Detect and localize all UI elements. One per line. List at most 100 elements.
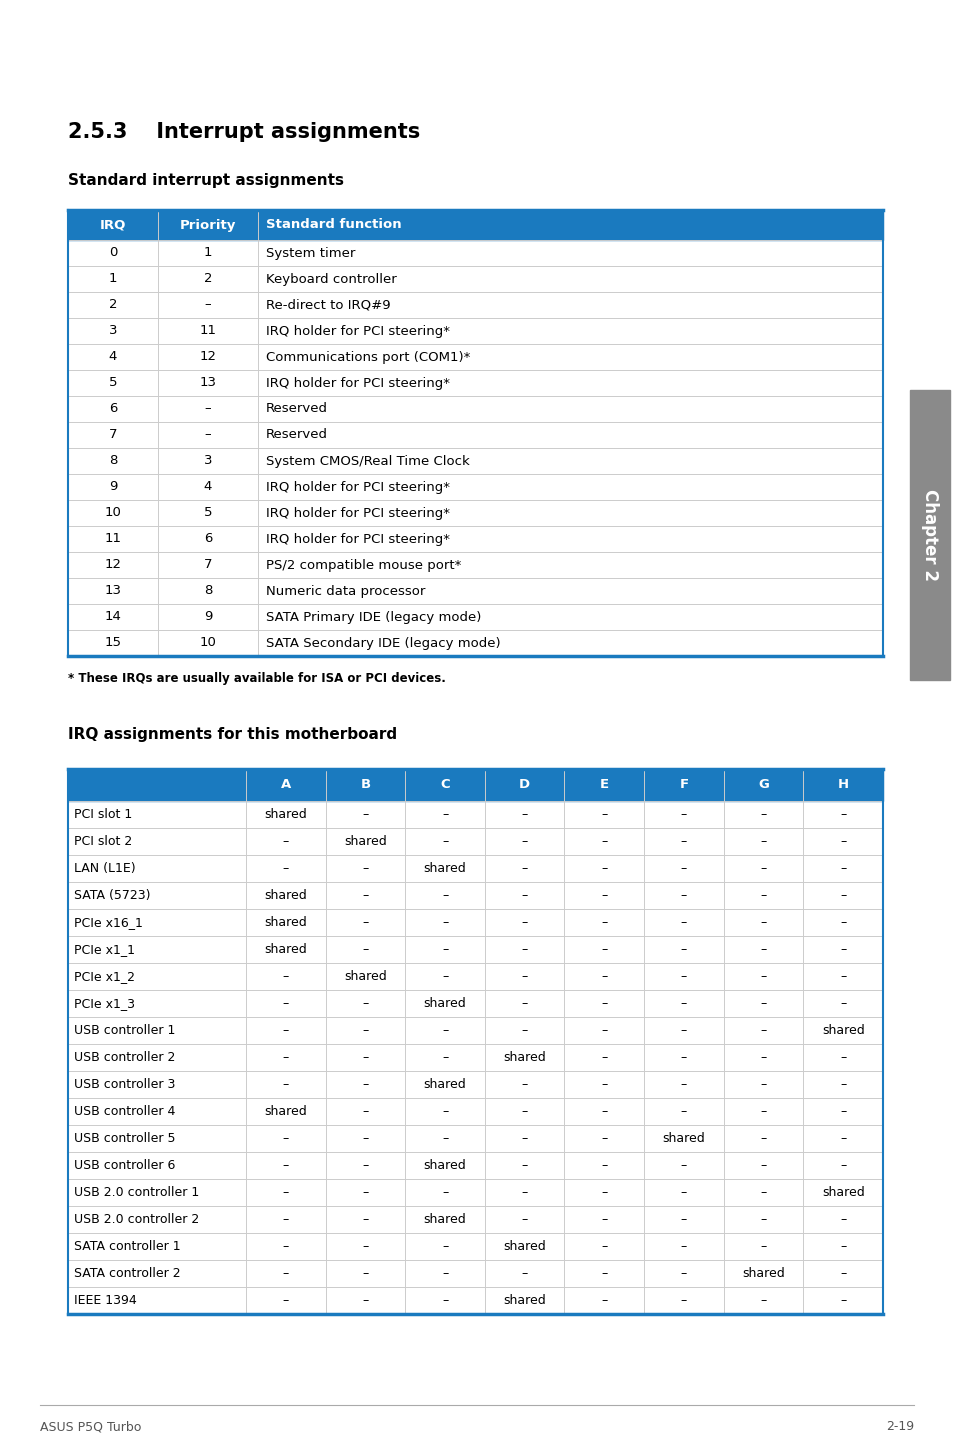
Text: 2-19: 2-19 <box>885 1421 913 1434</box>
Bar <box>68 1206 882 1232</box>
Text: –: – <box>282 1051 289 1064</box>
Text: –: – <box>600 1051 607 1064</box>
Text: USB controller 3: USB controller 3 <box>74 1078 175 1091</box>
Text: –: – <box>441 1132 448 1145</box>
Text: –: – <box>760 835 766 848</box>
Text: –: – <box>680 1024 686 1037</box>
Text: –: – <box>362 997 368 1009</box>
Text: –: – <box>680 889 686 902</box>
Text: shared: shared <box>423 1078 466 1091</box>
Text: SATA controller 1: SATA controller 1 <box>74 1240 180 1252</box>
Text: –: – <box>680 1104 686 1117</box>
Text: System CMOS/Real Time Clock: System CMOS/Real Time Clock <box>266 454 469 467</box>
Text: shared: shared <box>264 943 307 956</box>
Text: USB controller 1: USB controller 1 <box>74 1024 175 1037</box>
Text: LAN (L1E): LAN (L1E) <box>74 861 135 874</box>
Text: 2: 2 <box>109 299 117 312</box>
Text: –: – <box>840 971 845 984</box>
Bar <box>68 526 882 552</box>
Text: –: – <box>680 971 686 984</box>
Text: –: – <box>760 1186 766 1199</box>
Bar <box>68 909 882 936</box>
Bar <box>68 1260 882 1287</box>
Text: 1: 1 <box>204 246 212 259</box>
Text: –: – <box>760 1051 766 1064</box>
Text: –: – <box>840 1214 845 1227</box>
Text: –: – <box>680 808 686 821</box>
Text: ASUS P5Q Turbo: ASUS P5Q Turbo <box>40 1421 141 1434</box>
Text: Standard interrupt assignments: Standard interrupt assignments <box>68 173 344 187</box>
Text: –: – <box>282 1186 289 1199</box>
Text: –: – <box>521 1078 527 1091</box>
Text: 11: 11 <box>199 325 216 338</box>
Text: PCI slot 2: PCI slot 2 <box>74 835 132 848</box>
Text: –: – <box>282 1078 289 1091</box>
Text: –: – <box>840 808 845 821</box>
Text: –: – <box>680 997 686 1009</box>
Text: –: – <box>362 1024 368 1037</box>
Text: –: – <box>680 1159 686 1172</box>
Text: –: – <box>441 1186 448 1199</box>
Text: PCIe x16_1: PCIe x16_1 <box>74 916 143 929</box>
Text: IEEE 1394: IEEE 1394 <box>74 1294 136 1307</box>
Text: –: – <box>760 861 766 874</box>
Bar <box>68 963 882 989</box>
Text: –: – <box>840 1078 845 1091</box>
Text: –: – <box>760 1159 766 1172</box>
Text: –: – <box>760 1214 766 1227</box>
Text: –: – <box>760 1240 766 1252</box>
Text: PS/2 compatible mouse port*: PS/2 compatible mouse port* <box>266 558 461 571</box>
Text: –: – <box>840 1240 845 1252</box>
Text: –: – <box>282 1159 289 1172</box>
Text: 5: 5 <box>109 377 117 390</box>
Text: –: – <box>521 971 527 984</box>
Text: –: – <box>600 916 607 929</box>
Text: –: – <box>441 808 448 821</box>
Text: –: – <box>362 861 368 874</box>
Text: –: – <box>680 835 686 848</box>
Bar <box>68 604 882 630</box>
Bar <box>68 475 882 500</box>
Bar <box>68 1125 882 1152</box>
Text: –: – <box>282 971 289 984</box>
Text: Reserved: Reserved <box>266 403 328 416</box>
Text: Reserved: Reserved <box>266 429 328 441</box>
Text: IRQ holder for PCI steering*: IRQ holder for PCI steering* <box>266 377 450 390</box>
Text: C: C <box>439 778 450 791</box>
Text: –: – <box>600 997 607 1009</box>
Text: –: – <box>441 971 448 984</box>
Bar <box>68 936 882 963</box>
Text: –: – <box>441 916 448 929</box>
Bar <box>68 1099 882 1125</box>
Text: SATA (5723): SATA (5723) <box>74 889 151 902</box>
Text: 6: 6 <box>204 532 212 545</box>
Text: –: – <box>205 429 212 441</box>
Text: –: – <box>521 861 527 874</box>
Bar <box>68 1044 882 1071</box>
Text: 6: 6 <box>109 403 117 416</box>
Text: Re-direct to IRQ#9: Re-direct to IRQ#9 <box>266 299 390 312</box>
Text: 4: 4 <box>109 351 117 364</box>
Text: –: – <box>680 1240 686 1252</box>
Text: 3: 3 <box>204 454 212 467</box>
Text: –: – <box>600 1024 607 1037</box>
Bar <box>68 1152 882 1179</box>
Text: 2: 2 <box>204 272 212 286</box>
Text: –: – <box>600 1132 607 1145</box>
Text: –: – <box>521 1132 527 1145</box>
Text: –: – <box>441 889 448 902</box>
Text: –: – <box>840 1132 845 1145</box>
Text: F: F <box>679 778 688 791</box>
Text: –: – <box>680 1294 686 1307</box>
Text: –: – <box>840 997 845 1009</box>
Text: –: – <box>441 943 448 956</box>
Text: –: – <box>362 1078 368 1091</box>
Text: Communications port (COM1)*: Communications port (COM1)* <box>266 351 470 364</box>
Text: –: – <box>600 943 607 956</box>
Text: –: – <box>282 1240 289 1252</box>
Text: Chapter 2: Chapter 2 <box>920 489 938 581</box>
Text: –: – <box>521 1104 527 1117</box>
Text: shared: shared <box>344 835 386 848</box>
Text: PCIe x1_2: PCIe x1_2 <box>74 971 135 984</box>
Text: USB 2.0 controller 2: USB 2.0 controller 2 <box>74 1214 199 1227</box>
